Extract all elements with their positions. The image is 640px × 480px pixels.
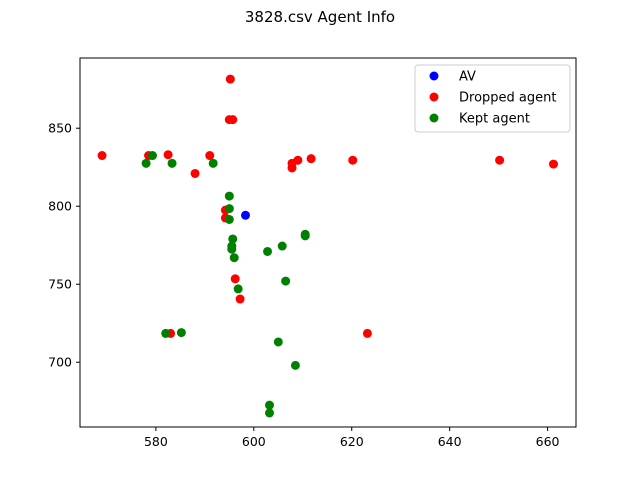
data-point xyxy=(277,241,287,251)
data-point xyxy=(281,276,291,286)
data-point xyxy=(163,150,173,160)
data-point xyxy=(306,154,316,164)
data-point xyxy=(264,400,274,410)
series-av xyxy=(240,210,250,220)
data-point xyxy=(362,328,372,338)
x-tick-label: 660 xyxy=(536,434,560,449)
data-point xyxy=(225,74,235,84)
data-point xyxy=(287,163,297,173)
legend-marker xyxy=(429,113,439,123)
data-point xyxy=(224,204,234,214)
x-tick-label: 600 xyxy=(242,434,266,449)
y-tick-label: 700 xyxy=(48,355,72,370)
data-point xyxy=(97,151,107,161)
y-tick-label: 850 xyxy=(48,121,72,136)
axes-frame xyxy=(79,57,577,428)
data-point xyxy=(228,234,238,244)
data-point xyxy=(224,191,234,201)
data-point xyxy=(224,214,234,224)
x-tick-label: 620 xyxy=(340,434,364,449)
legend-label: Dropped agent xyxy=(459,91,556,106)
series-kept-agent xyxy=(141,151,310,418)
data-point xyxy=(300,231,310,241)
data-point xyxy=(548,159,558,169)
data-point xyxy=(348,155,358,165)
data-point xyxy=(495,155,505,165)
data-point xyxy=(229,253,239,263)
data-point xyxy=(167,158,177,168)
y-tick-label: 750 xyxy=(48,277,72,292)
data-point xyxy=(235,294,245,304)
plot-area: 580 600 620 640 660 700 750 800 850 xyxy=(48,57,577,449)
legend-label: Kept agent xyxy=(459,112,530,127)
data-point xyxy=(273,337,283,347)
data-point xyxy=(228,115,238,125)
chart-title: 3828.csv Agent Info xyxy=(245,8,395,26)
data-point xyxy=(147,151,157,161)
data-point xyxy=(161,328,171,338)
data-point xyxy=(264,408,274,418)
data-point xyxy=(141,158,151,168)
data-point xyxy=(208,158,218,168)
data-point xyxy=(233,284,243,294)
legend-marker xyxy=(429,92,439,102)
data-point xyxy=(230,274,240,284)
y-tick-label: 800 xyxy=(48,199,72,214)
x-tick-label: 580 xyxy=(144,434,168,449)
data-point xyxy=(263,246,273,256)
data-point xyxy=(205,151,215,161)
data-point xyxy=(293,155,303,165)
data-point xyxy=(290,360,300,370)
data-point xyxy=(240,210,250,220)
legend-marker xyxy=(429,71,439,81)
data-point xyxy=(190,168,200,178)
x-tick-label: 640 xyxy=(438,434,462,449)
legend: AV Dropped agent Kept agent xyxy=(414,64,571,133)
legend-box xyxy=(414,64,571,133)
legend-label: AV xyxy=(459,70,476,85)
data-point xyxy=(176,328,186,338)
data-point xyxy=(227,244,237,254)
